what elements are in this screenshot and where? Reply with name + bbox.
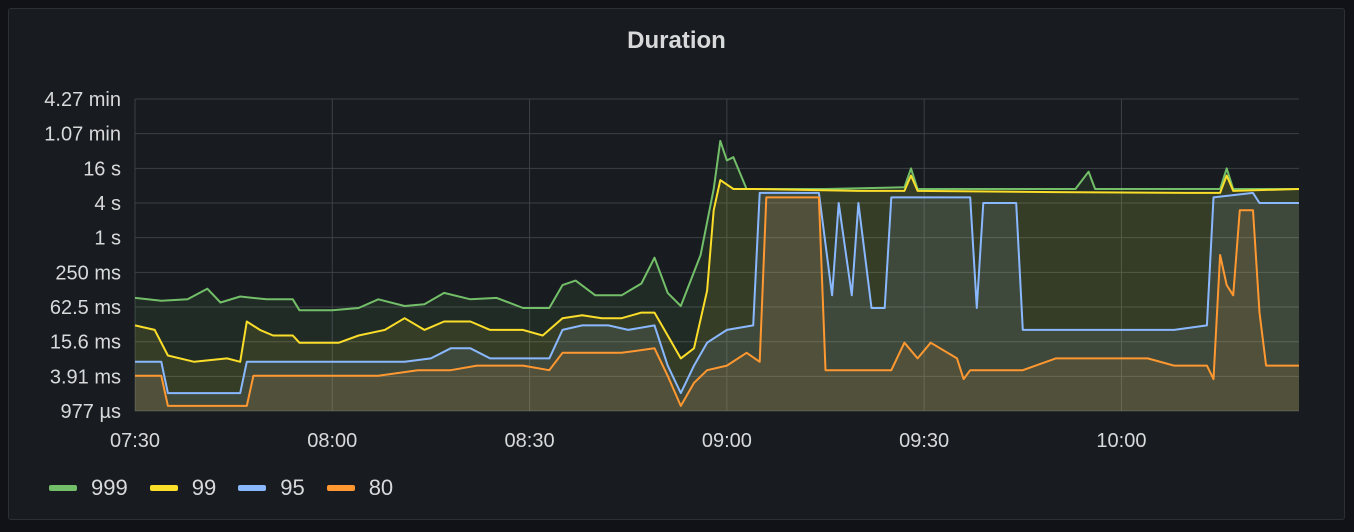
y-tick-label: 16 s [83, 158, 121, 180]
series-area-999 [135, 140, 1299, 411]
series-line-80 [135, 196, 1299, 407]
y-tick-label: 977 µs [61, 401, 121, 423]
series-line-95 [135, 191, 1299, 395]
y-tick-label: 15.6 ms [50, 332, 121, 354]
x-tick-label: 10:00 [1096, 430, 1146, 452]
axis-labels: 4.27 min 1.07 min 16 s 4 s 1 s 250 ms 62.5 ms 1… [44, 89, 1146, 452]
series-line-99 [134, 174, 1300, 363]
legend-swatch [49, 485, 77, 491]
legend-swatch [149, 485, 178, 491]
legend-label: 95 [280, 475, 305, 500]
series-lines [134, 139, 1300, 407]
legend-label: 999 [91, 475, 128, 500]
chart-panel: Duration 4.27 min 1.07 min 16 s 4 s 1 s 250 m… [8, 8, 1345, 520]
y-tick-label: 62.5 ms [50, 297, 121, 319]
legend-item-80[interactable]: 80 [326, 475, 394, 501]
series-areas [135, 140, 1299, 411]
series-area-95 [135, 192, 1299, 411]
y-tick-label: 4.27 min [44, 89, 121, 111]
x-tick-label: 09:30 [899, 430, 949, 452]
y-tick-label: 1 s [94, 228, 121, 250]
y-tick-label: 250 ms [55, 262, 121, 284]
series-line-999 [134, 139, 1299, 312]
legend-swatch [326, 485, 355, 491]
legend-item-99[interactable]: 99 [149, 475, 217, 501]
x-tick-label: 09:00 [702, 430, 752, 452]
x-tick-label: 08:00 [307, 430, 357, 452]
y-tick-label: 3.91 ms [50, 366, 121, 388]
x-tick-label: 07:30 [110, 430, 160, 452]
legend-item-95[interactable]: 95 [238, 475, 305, 501]
legend-label: 80 [368, 475, 394, 500]
legend-swatch [238, 485, 267, 491]
panel-title[interactable]: Duration [627, 27, 726, 54]
y-tick-label: 1.07 min [44, 124, 121, 146]
legend-item-999[interactable]: 999 [49, 475, 128, 501]
x-tick-label: 08:30 [505, 430, 555, 452]
line-chart: 4.27 min 1.07 min 16 s 4 s 1 s 250 ms 62.5 ms 1… [44, 89, 1300, 452]
legend-label: 99 [191, 475, 217, 500]
y-tick-label: 4 s [94, 193, 121, 215]
legend: 999 99 95 80 [49, 475, 393, 501]
series-area-99 [135, 175, 1299, 411]
